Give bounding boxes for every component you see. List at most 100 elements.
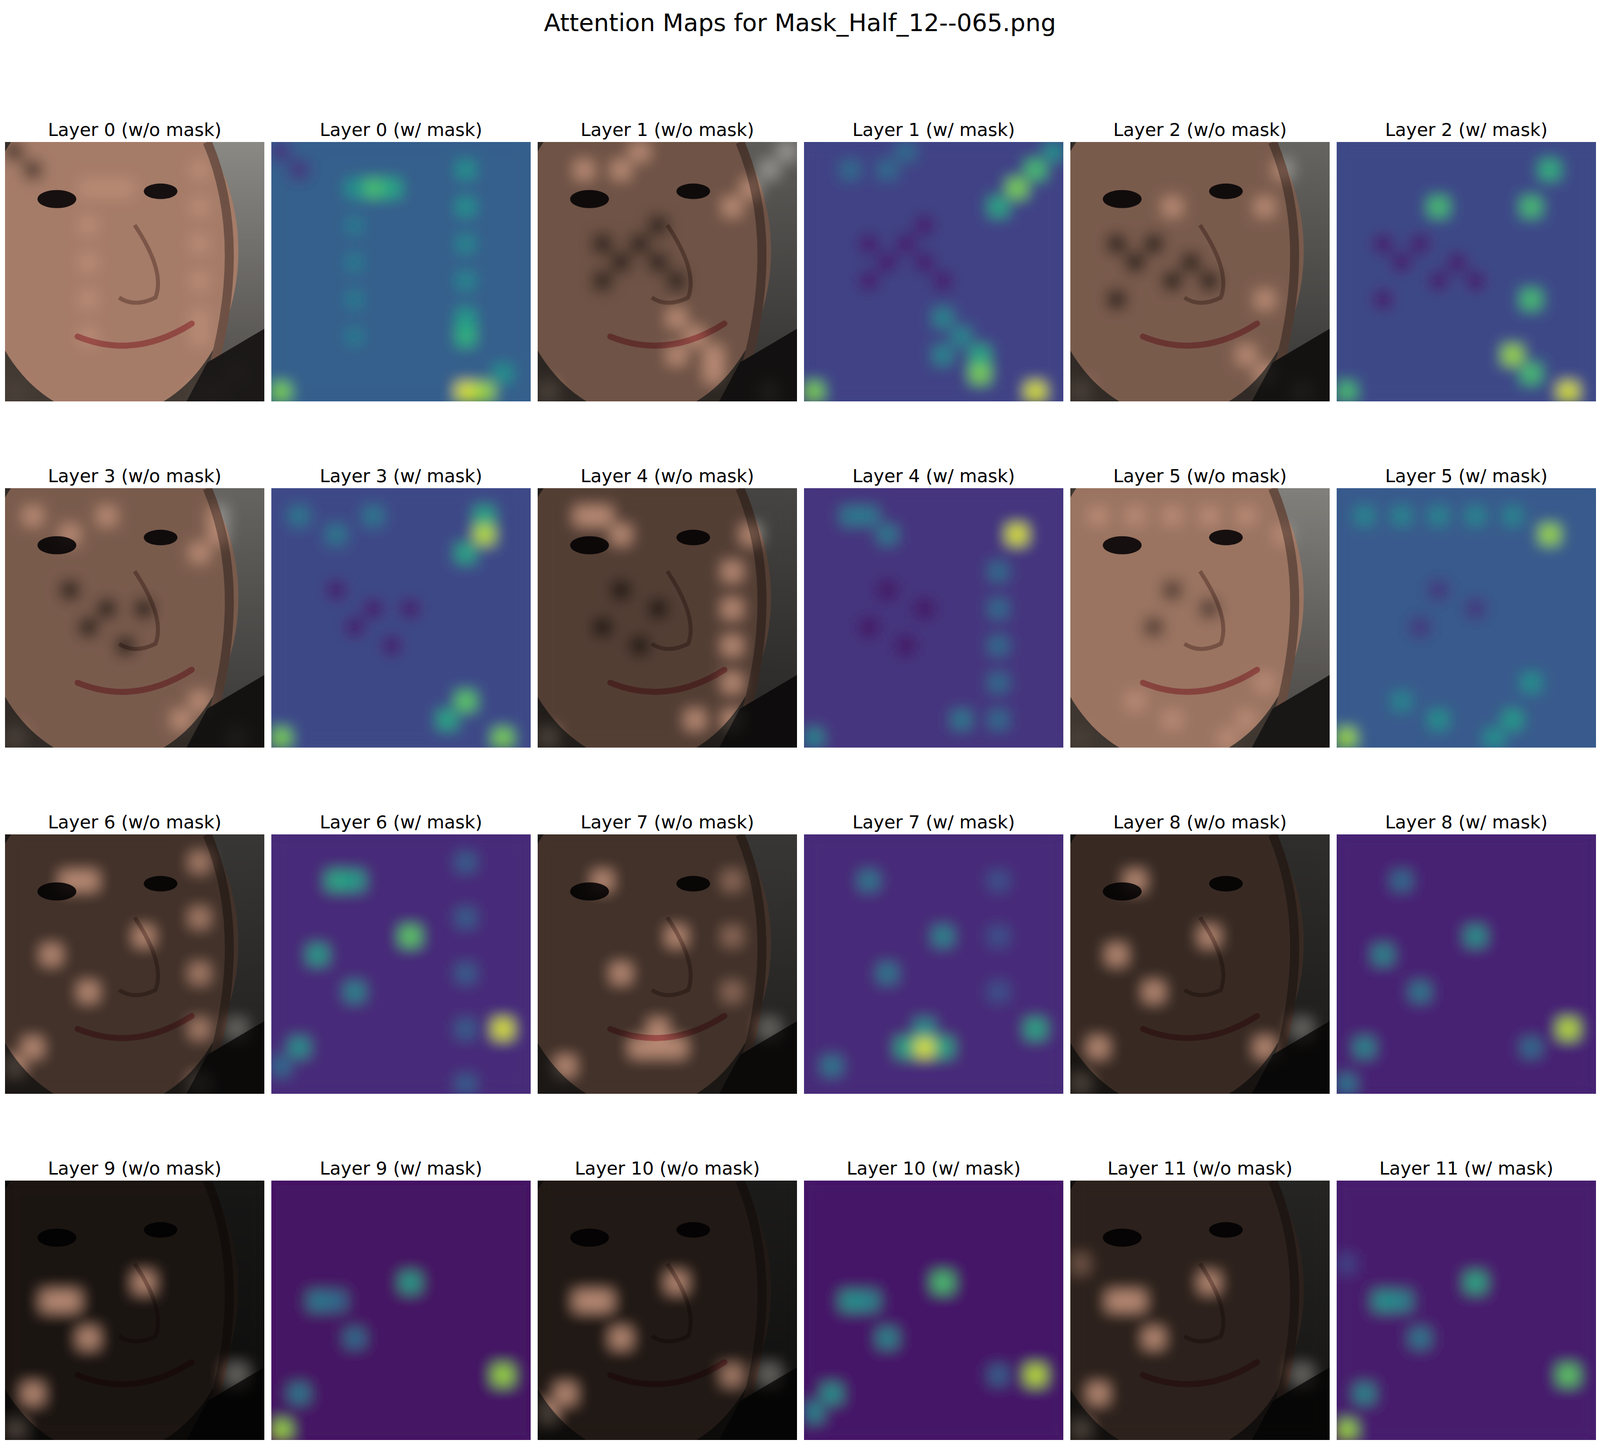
- heatmap-cells: [804, 141, 1064, 402]
- cell: [1007, 178, 1027, 198]
- mouth: [1143, 1015, 1257, 1038]
- cell: [989, 673, 1009, 693]
- cell-base: [1336, 488, 1596, 748]
- cell: [456, 852, 476, 872]
- cell: [326, 1291, 346, 1311]
- cell: [289, 506, 309, 526]
- cell: [877, 580, 897, 600]
- image-panel: [511, 776, 797, 1109]
- mouth: [1143, 1361, 1257, 1384]
- cell: [289, 160, 309, 180]
- heatmap-panel: [271, 488, 531, 748]
- clothing: [719, 1020, 797, 1094]
- cell: [896, 234, 916, 254]
- cell-base: [804, 488, 1064, 748]
- cell: [914, 252, 934, 272]
- eye: [1209, 529, 1243, 546]
- panel-title: Layer 4 (w/ mask): [852, 465, 1016, 487]
- cell: [1466, 598, 1486, 618]
- cell: [840, 160, 860, 180]
- cell: [933, 1272, 953, 1292]
- clothing: [186, 328, 265, 402]
- cell: [1336, 1253, 1356, 1273]
- cell: [1428, 710, 1449, 730]
- nose: [118, 224, 158, 303]
- eye: [570, 882, 610, 901]
- mouth: [610, 323, 725, 346]
- cell: [1026, 382, 1046, 402]
- heatmap-base: [271, 141, 531, 402]
- heatmap-panel: [271, 1180, 531, 1440]
- heatmap-base: [1336, 1180, 1596, 1440]
- mouth: [610, 1015, 725, 1038]
- heatmap-base: [804, 1180, 1064, 1440]
- cell: [456, 691, 476, 711]
- panel-title: Layer 5 (w/ mask): [1385, 465, 1548, 487]
- eye: [1102, 190, 1143, 209]
- masked-face: [511, 430, 797, 763]
- cell: [1503, 506, 1523, 526]
- face: [1044, 84, 1304, 417]
- heatmap-panel: [804, 141, 1064, 402]
- cell: [326, 580, 346, 600]
- cell: [1007, 524, 1027, 544]
- cell: [345, 215, 365, 235]
- eye: [570, 536, 610, 555]
- mouth: [77, 1015, 192, 1038]
- nose: [1184, 570, 1224, 649]
- cell: [914, 215, 934, 235]
- cell: [1428, 580, 1449, 600]
- cell: [1044, 141, 1064, 161]
- cell: [1336, 1074, 1356, 1094]
- heatmap-cells: [271, 488, 531, 748]
- cell: [1484, 728, 1504, 748]
- cell: [307, 944, 328, 965]
- eye: [1209, 875, 1243, 892]
- nose: [118, 570, 158, 649]
- cell: [345, 982, 365, 1002]
- cell: [345, 1328, 365, 1348]
- cell: [456, 907, 476, 927]
- cell: [822, 1383, 842, 1403]
- cell: [493, 1365, 513, 1385]
- face: [511, 430, 771, 763]
- clothing: [1251, 328, 1330, 402]
- cell: [1410, 234, 1430, 254]
- cell: [896, 635, 916, 656]
- cell-base: [1336, 834, 1596, 1094]
- cell: [859, 271, 879, 291]
- masked-face: [511, 84, 797, 417]
- image-panel: [1044, 430, 1330, 763]
- eye: [143, 1221, 178, 1238]
- cell: [859, 234, 879, 254]
- cell: [456, 327, 476, 347]
- cell: [1410, 617, 1430, 637]
- heatmap-cells: [804, 834, 1064, 1094]
- eye: [143, 875, 178, 892]
- cell: [896, 141, 916, 161]
- cell: [859, 1291, 879, 1311]
- nose: [1184, 224, 1224, 303]
- eye: [143, 183, 178, 200]
- cell: [1373, 289, 1393, 309]
- heatmap-cells: [1336, 488, 1596, 748]
- cell: [1373, 234, 1393, 254]
- cell: [456, 543, 476, 563]
- cell: [400, 598, 420, 618]
- eye: [37, 536, 77, 555]
- eye: [676, 529, 711, 546]
- cell: [345, 252, 365, 272]
- masked-face: [0, 84, 265, 417]
- figure: Attention Maps for Mask_Half_12--065.png…: [0, 0, 1600, 1444]
- image-panel: [1044, 776, 1330, 1109]
- heatmap-panel: [804, 834, 1064, 1094]
- cell: [933, 271, 953, 291]
- heatmap-panel: [1336, 141, 1596, 402]
- cell: [456, 197, 476, 217]
- cell: [456, 308, 476, 328]
- masked-face: [1044, 84, 1330, 417]
- cell: [859, 617, 879, 637]
- cell: [933, 926, 953, 946]
- cell: [1521, 673, 1541, 693]
- mouth: [77, 669, 192, 692]
